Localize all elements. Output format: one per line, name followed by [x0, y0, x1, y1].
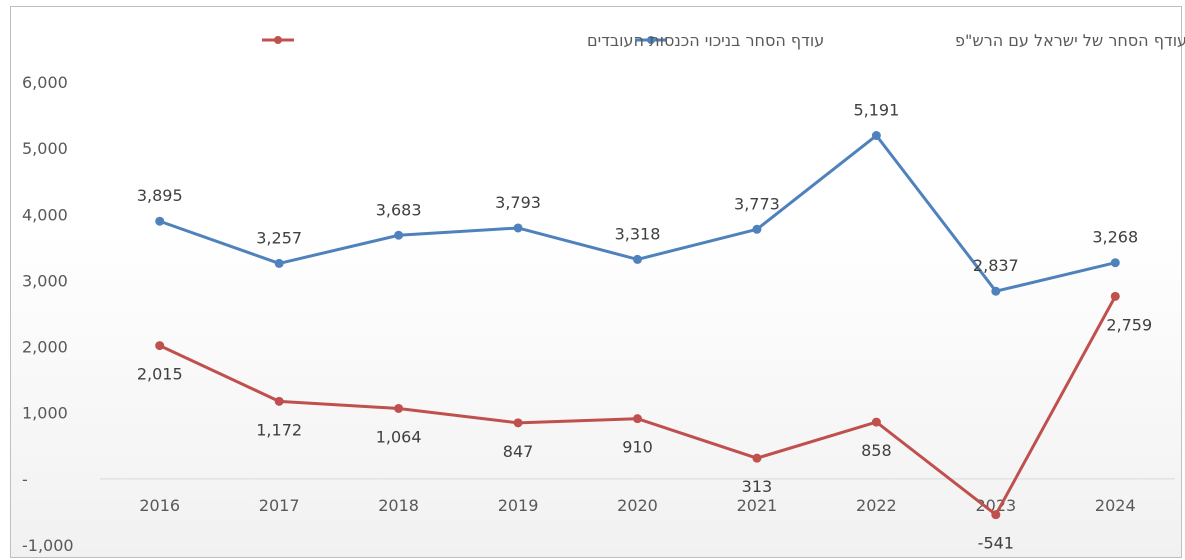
x-tick-label: 2019	[498, 496, 539, 515]
chart-frame	[10, 6, 1182, 558]
y-tick-label: 1,000	[22, 404, 68, 423]
data-label: 910	[622, 438, 653, 457]
y-tick-label: -1,000	[22, 536, 74, 555]
data-label: 3,683	[376, 200, 422, 219]
data-label: 2,015	[137, 365, 183, 384]
y-axis: 6,000 5,000 4,000 3,000 2,000 1,000 - -1,000	[22, 73, 74, 555]
data-label: 3,895	[137, 186, 183, 205]
data-label: 858	[861, 441, 892, 460]
x-tick-label: 2020	[617, 496, 658, 515]
legend-entry-series-1: עודף הסחר של ישראל עם הרש"פ	[635, 31, 1185, 50]
data-point	[871, 417, 881, 427]
data-point	[1110, 291, 1120, 301]
x-tick-label: 2022	[856, 496, 897, 515]
x-tick-label: 2018	[378, 496, 419, 515]
data-point	[513, 223, 523, 233]
legend-label-series-2: עודף הסחר בניכוי הכנסות העובדים	[587, 31, 824, 50]
plot-area: 3,895 3,257 3,683 3,793 3,318 3,773 5,191 2,837…	[137, 101, 1152, 553]
data-label: 3,257	[256, 228, 302, 247]
x-tick-label: 2024	[1095, 496, 1136, 515]
data-label: 3,773	[734, 194, 780, 213]
data-point	[513, 418, 523, 428]
x-axis: 2016 2017 2018 2019 2020 2021 2022 2023 2024	[100, 478, 1175, 515]
data-label: 1,064	[376, 427, 422, 446]
legend-entry-series-2: עודף הסחר בניכוי הכנסות העובדים	[262, 31, 824, 50]
data-label: 2,837	[973, 256, 1019, 275]
data-point	[394, 230, 404, 240]
data-point	[752, 453, 762, 463]
data-label: 3,793	[495, 193, 541, 212]
y-tick-label: 6,000	[22, 73, 68, 92]
series-1: 3,895 3,257 3,683 3,793 3,318 3,773 5,191 2,837…	[137, 101, 1138, 296]
data-point	[752, 224, 762, 234]
data-label: 313	[742, 477, 773, 496]
data-point	[155, 341, 165, 351]
data-point	[274, 258, 284, 268]
y-tick-label: 5,000	[22, 139, 68, 158]
data-label: 2,759	[1106, 315, 1152, 334]
x-tick-label: 2021	[737, 496, 778, 515]
data-label: 1,172	[256, 420, 302, 439]
data-label: 3,268	[1092, 228, 1138, 247]
series-line	[159, 295, 1117, 517]
x-tick-label: 2016	[139, 496, 180, 515]
data-point	[274, 396, 284, 406]
legend-label-series-1: עודף הסחר של ישראל עם הרש"פ	[955, 31, 1185, 50]
data-label: 3,318	[615, 224, 661, 243]
data-point	[155, 216, 165, 226]
x-tick-label: 2023	[975, 496, 1016, 515]
data-point	[394, 403, 404, 413]
legend: עודף הסחר של ישראל עם הרש"פ עודף הסחר בנ…	[262, 31, 1185, 50]
data-point	[633, 254, 642, 264]
legend-marker-series-2	[274, 36, 282, 44]
series-2: 2,015 1,172 1,064 847 910 313 858 -541 2,759	[137, 291, 1152, 553]
data-label: -541	[978, 534, 1014, 553]
data-point	[871, 131, 881, 141]
data-point	[991, 510, 1001, 520]
y-tick-label: -	[22, 470, 28, 489]
legend-marker-series-1	[647, 36, 655, 44]
y-tick-label: 3,000	[22, 271, 68, 290]
y-tick-label: 2,000	[22, 338, 68, 357]
data-label: 847	[503, 442, 534, 461]
x-tick-label: 2017	[259, 496, 300, 515]
data-label: 5,191	[853, 101, 899, 120]
y-tick-label: 4,000	[22, 205, 68, 224]
data-point	[1110, 258, 1120, 268]
data-point	[991, 286, 1001, 296]
data-point	[633, 414, 642, 424]
